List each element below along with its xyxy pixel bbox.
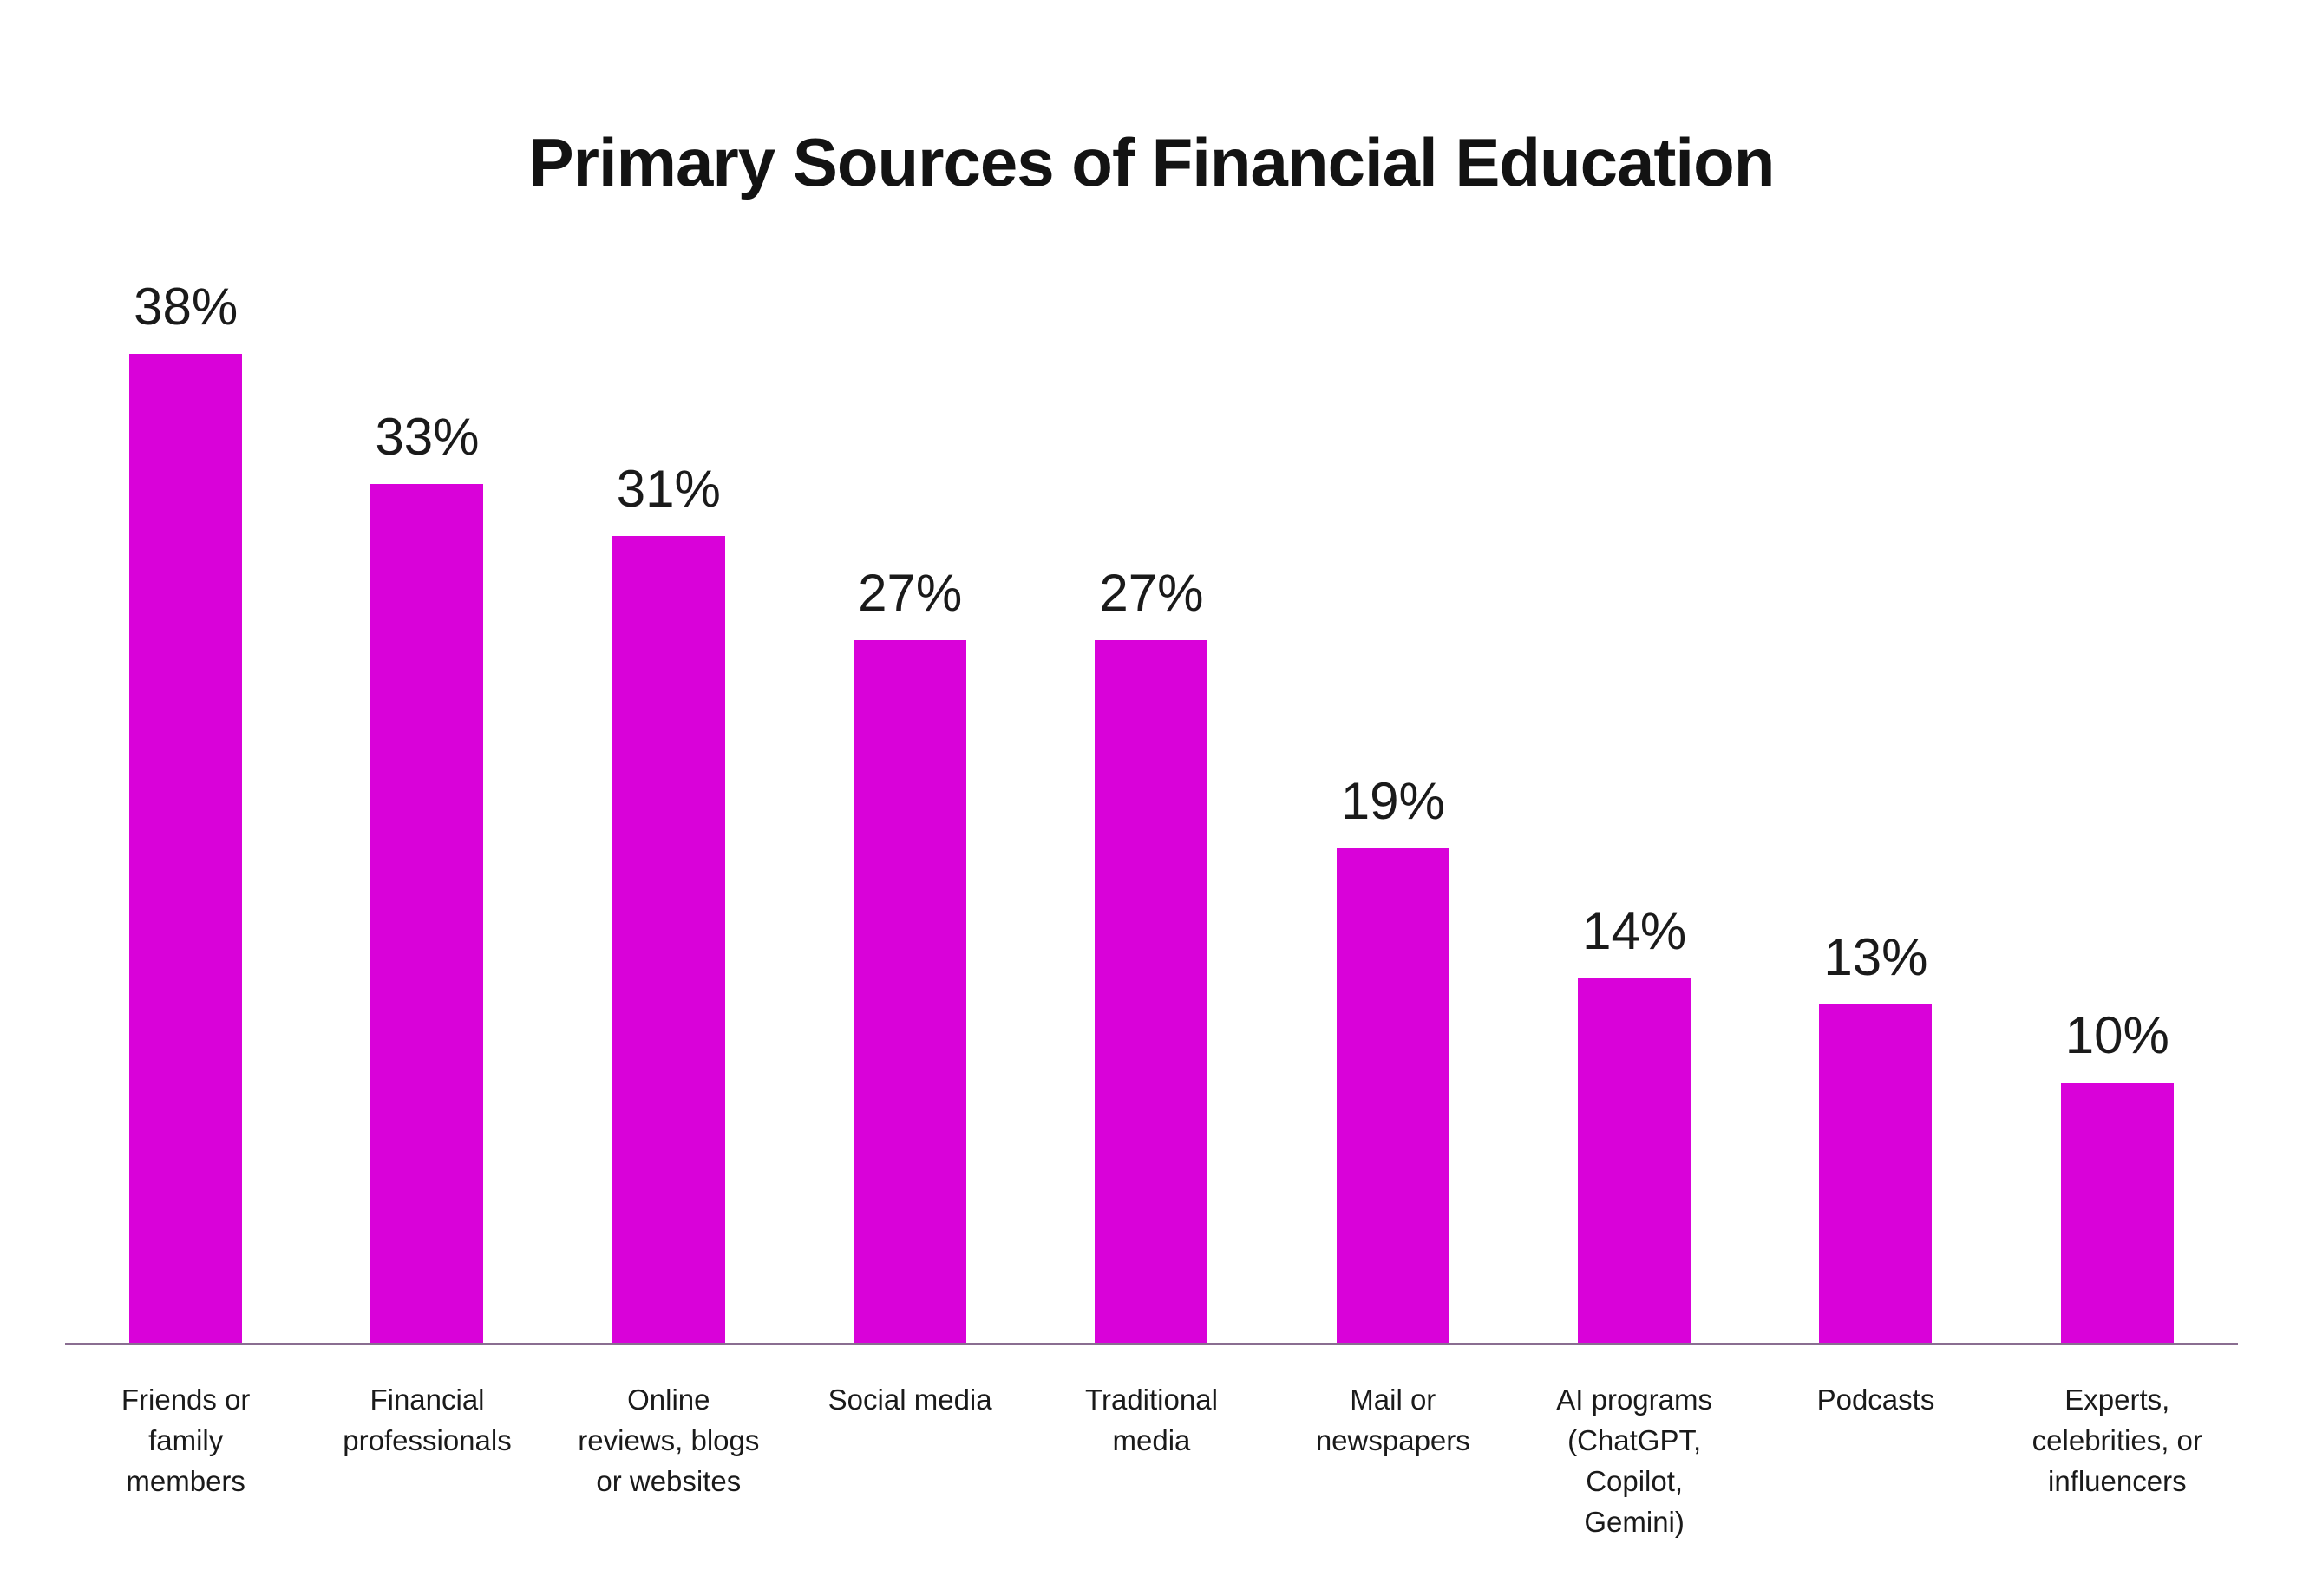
bar-column: 27%: [789, 244, 1030, 1343]
bar-column: 31%: [548, 244, 789, 1343]
bar-value-label: 27%: [858, 564, 963, 622]
bar: [370, 484, 484, 1343]
bar: [1095, 640, 1208, 1343]
bar: [854, 640, 967, 1343]
category-label: Friends or family members: [121, 1383, 251, 1497]
category-label: Mail or newspapers: [1315, 1383, 1470, 1456]
bar-chart: 38% 33% 31% 27% 27% 19% 14% 13% 10% Friends or f…: [65, 244, 2238, 1542]
category-label: Social media: [828, 1383, 992, 1416]
bar-column: 13%: [1755, 244, 1996, 1343]
chart-title: Primary Sources of Financial Education: [528, 124, 1776, 200]
bar-value-label: 13%: [1823, 928, 1928, 986]
category-label: Online reviews, blogs or websites: [578, 1383, 760, 1497]
category-label: AI programs (ChatGPT, Copilot, Gemini): [1556, 1383, 1712, 1538]
bar-value-label: 31%: [616, 460, 721, 518]
bar: [612, 536, 725, 1343]
bar-value-label: 14%: [1582, 902, 1687, 960]
chart-page: Primary Sources of Financial Education 3…: [65, 124, 2238, 1542]
bar-column: 33%: [306, 244, 547, 1343]
bar-column: 27%: [1030, 244, 1272, 1343]
plot-area: 38% 33% 31% 27% 27% 19% 14% 13% 10%: [65, 244, 2238, 1345]
bar: [1336, 848, 1449, 1343]
category-labels-row: Friends or family members Financial profe…: [65, 1345, 2238, 1542]
bar-value-label: 27%: [1099, 564, 1204, 622]
category-label: Experts, celebrities, or influencers: [2031, 1383, 2202, 1497]
bar: [1578, 978, 1691, 1343]
bar-column: 19%: [1273, 244, 1514, 1343]
bar: [129, 354, 243, 1343]
bar: [2060, 1083, 2174, 1343]
bar-column: 10%: [1997, 244, 2238, 1343]
bar-value-label: 10%: [2064, 1006, 2169, 1064]
bar-column: 14%: [1514, 244, 1755, 1343]
bar-column: 38%: [65, 244, 306, 1343]
category-label: Traditional media: [1085, 1383, 1218, 1456]
category-label: Financial professionals: [343, 1383, 512, 1456]
bar-value-label: 33%: [375, 408, 480, 466]
bar-value-label: 19%: [1340, 772, 1445, 830]
category-label: Podcasts: [1816, 1383, 1935, 1416]
bar: [1819, 1004, 1933, 1343]
bar-value-label: 38%: [134, 278, 239, 336]
